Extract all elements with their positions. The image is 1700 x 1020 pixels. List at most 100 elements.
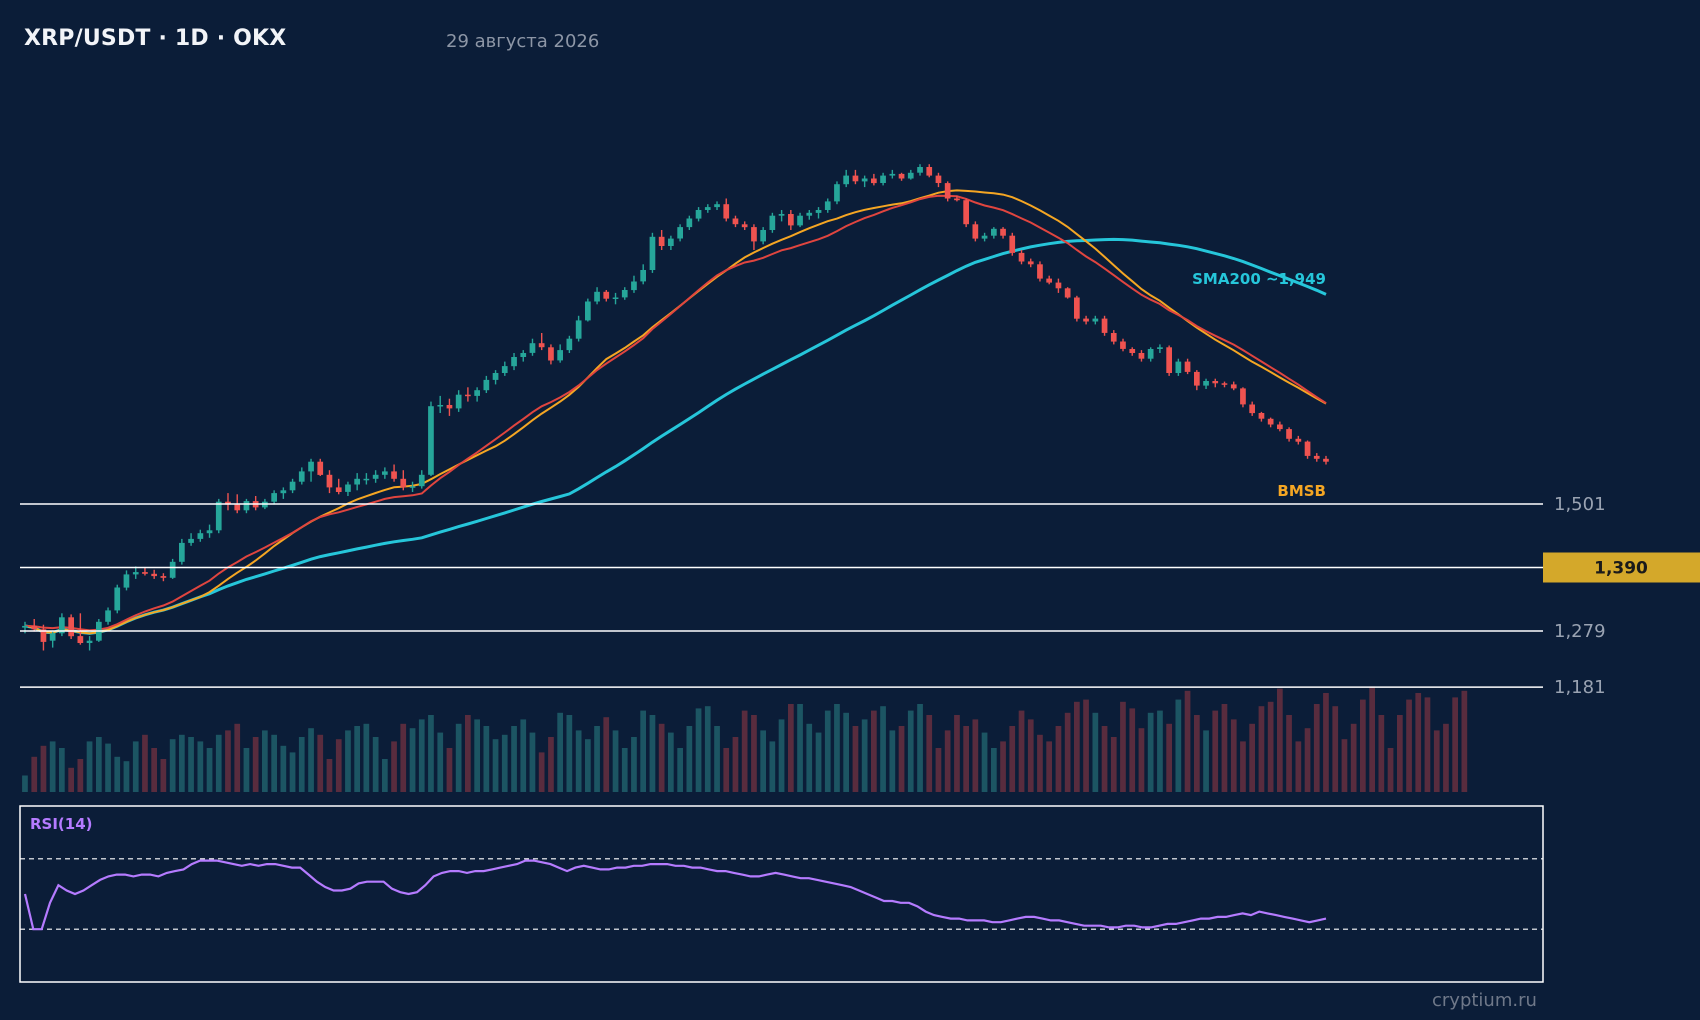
candle-body (1046, 278, 1052, 283)
candle-body (298, 471, 305, 482)
volume-bar (1341, 739, 1348, 792)
candle-body (474, 390, 480, 396)
candle-body (1203, 381, 1209, 386)
candle-body (871, 178, 877, 184)
candle-body (889, 173, 896, 176)
rsi-line (23, 859, 1327, 931)
watermark: cryptium.ru (1432, 990, 1537, 1011)
volume-bar (760, 730, 766, 792)
volume-bar (1157, 710, 1163, 792)
candle-body (732, 218, 739, 225)
volume-bar (612, 730, 619, 792)
volume-bar (345, 730, 351, 792)
candle-body (1277, 424, 1283, 430)
volume-bar (538, 752, 545, 792)
volume-bar (1406, 699, 1412, 792)
candle-body (704, 207, 711, 210)
candle-body (1027, 261, 1034, 265)
volume-bar (382, 759, 388, 792)
volume-bar (169, 739, 176, 792)
candle-body (806, 212, 813, 216)
volume-bar (843, 712, 849, 792)
candle-body (852, 175, 859, 182)
candle-body (1221, 383, 1228, 385)
candle-body (917, 167, 923, 173)
candle-body (68, 617, 74, 637)
candle-body (1267, 418, 1274, 425)
candle-body (1110, 333, 1117, 342)
volume-bar (197, 741, 204, 792)
candle-body (197, 533, 204, 539)
volume-bar (400, 723, 407, 792)
volume-bar (1240, 741, 1246, 792)
volume-bar (621, 748, 628, 792)
candle-body (243, 501, 250, 511)
candle-body (1055, 282, 1062, 289)
candle-body (1064, 288, 1071, 298)
candle-body (1157, 347, 1163, 349)
candle-body (31, 625, 38, 630)
level-label: 1,501 (1554, 494, 1606, 515)
candle-body (271, 493, 277, 502)
candle-body (335, 487, 342, 492)
volume-bar (1267, 701, 1274, 792)
candle-body (372, 474, 379, 479)
candle-body (603, 291, 610, 299)
candle-body (188, 538, 194, 543)
volume-bar (22, 775, 28, 792)
volume-bar (824, 710, 831, 792)
candle-body (714, 204, 720, 208)
volume-bar (114, 756, 121, 792)
candle-body (797, 215, 803, 226)
candle-body (132, 572, 139, 575)
candle-body (944, 183, 951, 199)
volume-bar (1083, 699, 1089, 792)
candle-body (363, 478, 370, 481)
candle-body (22, 625, 28, 628)
volume-bar (483, 726, 490, 792)
candle-body (723, 204, 730, 219)
volume-bar (917, 704, 923, 792)
volume-bar (1037, 734, 1043, 792)
candle-body (557, 350, 563, 361)
volume-bar (465, 715, 471, 792)
volume-bar (1424, 697, 1431, 792)
candle-body (972, 224, 979, 239)
volume-bar (1138, 728, 1145, 792)
candle-body (1175, 361, 1182, 373)
candle-body (1212, 381, 1219, 384)
volume-bar (1212, 710, 1219, 792)
volume-bar (59, 748, 65, 792)
candle-body (465, 394, 471, 397)
rsi-panel-frame (19, 805, 1544, 983)
volume-bar (991, 748, 997, 792)
volume-bar (1304, 728, 1311, 792)
candle-body (280, 490, 287, 494)
volume-bar (1129, 708, 1136, 792)
volume-bar (1184, 690, 1191, 792)
candle-body (991, 228, 997, 236)
volume-bar (575, 730, 582, 792)
candle-body (769, 215, 776, 230)
volume-bar (1313, 704, 1320, 792)
candle-body (649, 236, 656, 270)
rsi-label: RSI(14) (30, 815, 93, 833)
volume-bar (252, 737, 259, 792)
volume-bar (631, 737, 637, 792)
candle-body (861, 178, 868, 182)
candle-body (566, 338, 573, 351)
volume-bar (649, 715, 656, 792)
volume-bar (96, 737, 102, 792)
volume-bar (1452, 697, 1458, 792)
volume-bar (105, 743, 111, 792)
candle-body (695, 210, 702, 219)
volume-bar (1360, 699, 1366, 792)
volume-bar (1009, 726, 1016, 792)
candle-body (437, 405, 444, 407)
volume-bar (852, 726, 859, 792)
volume-bar (40, 745, 47, 792)
volume-bar (566, 715, 573, 792)
candle-body (225, 501, 231, 505)
candle-body (926, 167, 933, 176)
volume-bar (49, 741, 56, 792)
